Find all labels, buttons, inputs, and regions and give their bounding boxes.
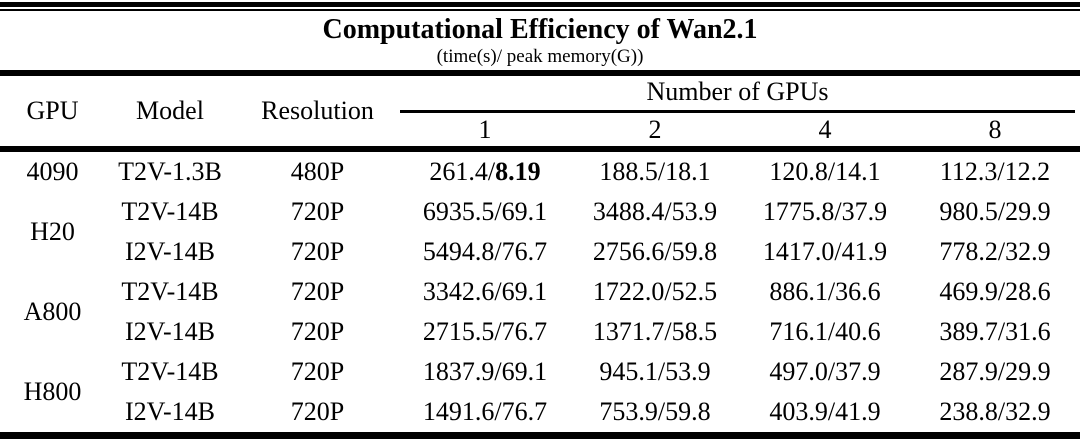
model-cell: T2V-14B xyxy=(121,197,219,226)
metric-cell: 980.5/29.9 xyxy=(939,197,1051,226)
col-header-gpu-count-1: 1 xyxy=(478,114,492,144)
model-cell: I2V-14B xyxy=(124,237,216,266)
gpu-cell-a800: A800 xyxy=(23,297,82,326)
model-cell: T2V-14B xyxy=(121,277,219,306)
col-header-number-of-gpus: Number of GPUs xyxy=(400,76,1080,113)
model-cell: I2V-14B xyxy=(124,317,216,346)
model-cell: I2V-14B xyxy=(124,397,216,426)
col-header-gpu: GPU xyxy=(26,96,79,125)
metric-cell: 1417.0/41.9 xyxy=(762,237,888,266)
resolution-cell: 720P xyxy=(290,397,345,426)
table-row-h20-i2v-14b: I2V-14B 720P 5494.8/76.7 2756.6/59.8 141… xyxy=(0,232,1080,272)
top-rule-inner xyxy=(0,9,1080,11)
model-cell: T2V-14B xyxy=(121,357,219,386)
metric-cell: 945.1/53.9 xyxy=(599,357,711,386)
metric-cell: 2756.6/59.8 xyxy=(592,237,718,266)
metric-cell: 1775.8/37.9 xyxy=(762,197,888,226)
table-row-4090-t2v-1-3b: 4090 T2V-1.3B 480P 261.4/8.19 188.5/18.1… xyxy=(0,149,1080,192)
metric-cell: 5494.8/76.7 xyxy=(422,237,548,266)
metric-cell: 1491.6/76.7 xyxy=(422,397,548,426)
metric-time: 261.4/ xyxy=(429,157,496,186)
resolution-cell: 720P xyxy=(290,197,345,226)
metric-cell: 1371.7/58.5 xyxy=(592,317,718,346)
col-header-resolution: Resolution xyxy=(261,96,374,125)
gpu-cell-h20: H20 xyxy=(30,217,75,246)
top-rule-outer xyxy=(0,2,1080,7)
table-row-h20-t2v-14b: H20 T2V-14B 720P 6935.5/69.1 3488.4/53.9… xyxy=(0,192,1080,246)
table-row-h800-t2v-14b: H800 T2V-14B 720P 1837.9/69.1 945.1/53.9… xyxy=(0,352,1080,406)
metric-cell: 886.1/36.6 xyxy=(769,277,881,306)
metric-cell: 753.9/59.8 xyxy=(599,397,711,426)
metric-cell: 6935.5/69.1 xyxy=(422,197,548,226)
metric-cell: 2715.5/76.7 xyxy=(422,317,548,346)
metric-cell: 287.9/29.9 xyxy=(939,357,1051,386)
metric-cell: 120.8/14.1 xyxy=(769,157,881,186)
metric-cell: 112.3/12.2 xyxy=(939,157,1051,186)
title-divider-rule xyxy=(0,70,1080,76)
metric-cell: 778.2/32.9 xyxy=(939,237,1051,266)
metric-cell: 3488.4/53.9 xyxy=(592,197,718,226)
table-row-a800-t2v-14b: A800 T2V-14B 720P 3342.6/69.1 1722.0/52.… xyxy=(0,272,1080,326)
number-of-gpus-label: Number of GPUs xyxy=(400,76,1075,113)
metric-cell: 1837.9/69.1 xyxy=(422,357,548,386)
table-body: 4090 T2V-1.3B 480P 261.4/8.19 188.5/18.1… xyxy=(0,149,1080,436)
table-row-a800-i2v-14b: I2V-14B 720P 2715.5/76.7 1371.7/58.5 716… xyxy=(0,312,1080,352)
metric-cell: 238.8/32.9 xyxy=(939,397,1051,426)
col-header-gpu-count-2: 2 xyxy=(648,114,662,144)
metric-cell: 3342.6/69.1 xyxy=(422,277,548,306)
resolution-cell: 720P xyxy=(290,277,345,306)
gpu-cell-4090: 4090 xyxy=(26,157,79,186)
resolution-cell: 720P xyxy=(290,317,345,346)
col-header-model: Model xyxy=(136,96,204,125)
metric-cell: 389.7/31.6 xyxy=(939,317,1051,346)
metric-cell: 1722.0/52.5 xyxy=(592,277,718,306)
model-cell: T2V-1.3B xyxy=(118,157,222,186)
metric-memory-bold: 8.19 xyxy=(495,157,541,186)
resolution-cell: 720P xyxy=(290,237,345,266)
col-header-gpu-count-4: 4 xyxy=(818,114,832,144)
metric-cell: 188.5/18.1 xyxy=(599,157,711,186)
table-row-h800-i2v-14b: I2V-14B 720P 1491.6/76.7 753.9/59.8 403.… xyxy=(0,392,1080,436)
table-title: Computational Efficiency of Wan2.1 xyxy=(322,14,758,45)
gpu-cell-h800: H800 xyxy=(23,377,82,406)
efficiency-table: GPU Model Resolution Number of GPUs 1 2 … xyxy=(0,76,1080,439)
metric-cell: 497.0/37.9 xyxy=(769,357,881,386)
resolution-cell: 720P xyxy=(290,357,345,386)
metric-cell: 261.4/8.19 xyxy=(400,149,570,192)
table-subtitle: (time(s)/ peak memory(G)) xyxy=(436,46,644,67)
metric-cell: 716.1/40.6 xyxy=(769,317,881,346)
table-header: GPU Model Resolution Number of GPUs 1 2 … xyxy=(0,76,1080,149)
resolution-cell: 480P xyxy=(290,157,345,186)
metric-cell: 469.9/28.6 xyxy=(939,277,1051,306)
col-header-gpu-count-8: 8 xyxy=(988,114,1002,144)
metric-cell: 403.9/41.9 xyxy=(769,397,881,426)
